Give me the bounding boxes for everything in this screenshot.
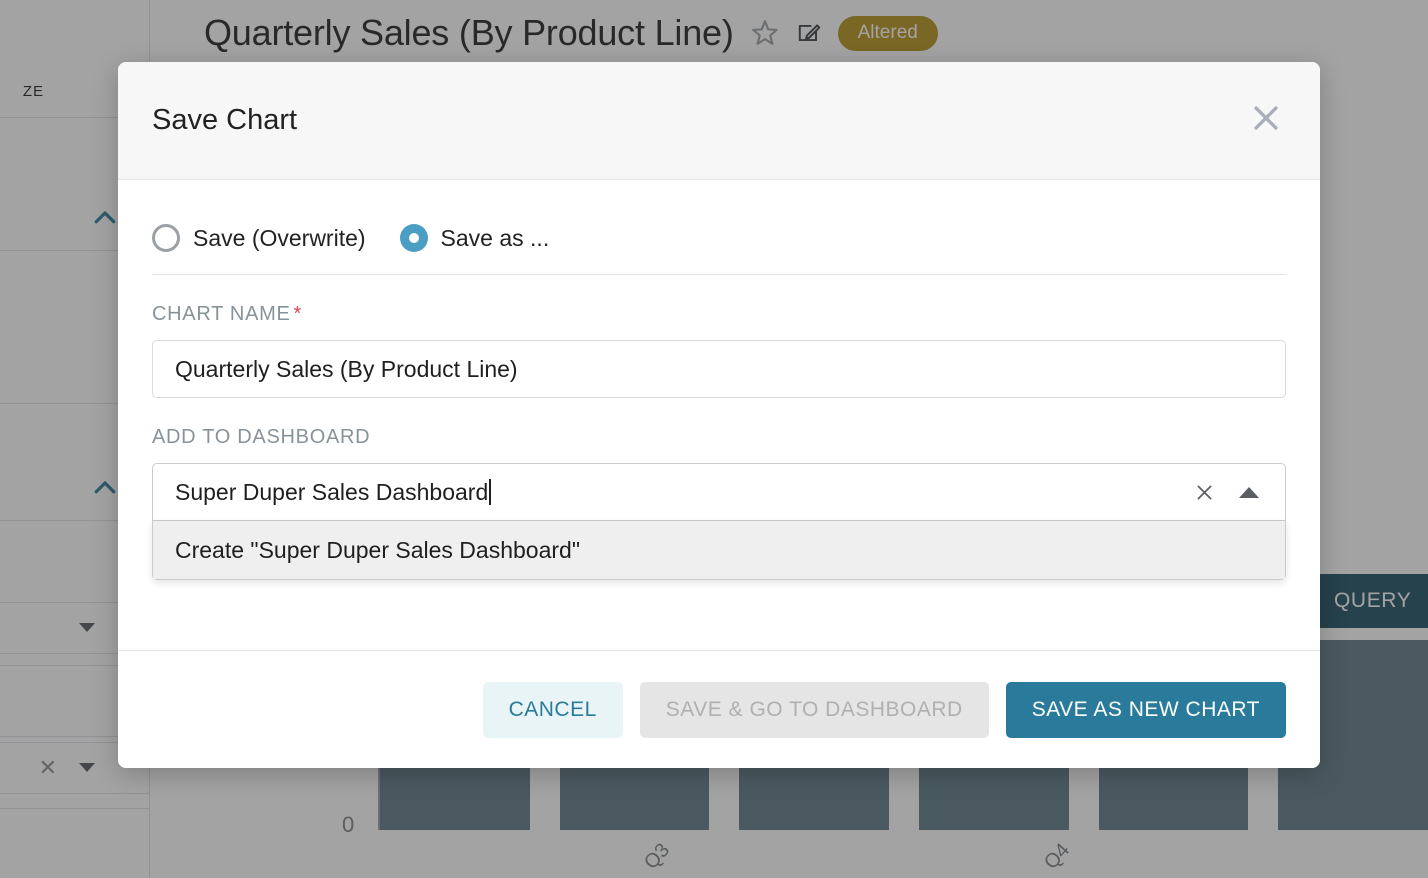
chevron-up-glyph — [1239, 486, 1259, 498]
clear-x-icon[interactable]: ✕ — [38, 755, 57, 780]
dashboard-select: Super Duper Sales Dashboard Create "Supe… — [152, 463, 1286, 580]
chart-name-input[interactable]: Quarterly Sales (By Product Line) — [152, 340, 1286, 398]
radio-save-overwrite[interactable]: Save (Overwrite) — [152, 224, 366, 252]
section-divider — [152, 274, 1286, 275]
save-chart-modal: Save Chart Save (Overwrite) Save as ... … — [118, 62, 1320, 768]
dashboard-select-input[interactable]: Super Duper Sales Dashboard — [152, 463, 1286, 521]
customize-tab-label: ZE — [22, 83, 44, 100]
required-marker: * — [293, 303, 302, 325]
panel-divider — [0, 808, 150, 809]
edit-pencil-icon[interactable] — [796, 20, 822, 46]
clear-x-icon[interactable] — [1189, 477, 1219, 507]
modal-body: Save (Overwrite) Save as ... CHART NAME *… — [118, 180, 1320, 650]
run-query-label: QUERY — [1334, 589, 1412, 612]
modal-footer: CANCEL SAVE & GO TO DASHBOARD SAVE AS NE… — [118, 650, 1320, 768]
radio-label-save-overwrite: Save (Overwrite) — [193, 224, 366, 251]
save-and-go-to-dashboard-button: SAVE & GO TO DASHBOARD — [639, 681, 989, 738]
radio-label-save-as: Save as ... — [440, 224, 550, 251]
panel-divider — [0, 665, 150, 666]
chart-name-label-text: CHART NAME — [152, 303, 291, 325]
save-mode-radio-group: Save (Overwrite) Save as ... — [152, 214, 1286, 274]
text-cursor — [489, 479, 491, 505]
radio-indicator-unselected — [152, 224, 180, 252]
close-x-icon — [1249, 101, 1283, 140]
run-query-button[interactable]: QUERY — [1310, 574, 1428, 628]
dashboard-option-create[interactable]: Create "Super Duper Sales Dashboard" — [153, 521, 1285, 579]
modal-header: Save Chart — [118, 62, 1320, 180]
chevron-up-icon — [90, 203, 120, 233]
y-axis-tick-0: 0 — [342, 812, 355, 837]
customize-tab[interactable]: ZE — [0, 66, 150, 118]
chevron-down-icon — [79, 763, 95, 772]
panel-divider — [0, 403, 150, 404]
panel-section-2[interactable] — [0, 455, 150, 521]
chevron-up-icon — [90, 473, 120, 503]
radio-save-as[interactable]: Save as ... — [399, 224, 550, 252]
chevron-up-icon[interactable] — [1235, 478, 1263, 506]
modal-title: Save Chart — [152, 104, 298, 136]
radio-indicator-selected — [399, 224, 428, 252]
status-badge: Altered — [837, 15, 938, 51]
panel-divider — [0, 736, 150, 737]
panel-section-1[interactable] — [0, 185, 150, 251]
page-title: Quarterly Sales (By Product Line) — [204, 12, 734, 53]
chart-header: Quarterly Sales (By Product Line) Altere… — [150, 0, 1428, 66]
dashboard-select-value-wrap: Super Duper Sales Dashboard — [175, 479, 1189, 506]
chart-name-label: CHART NAME * — [152, 303, 1286, 326]
close-button[interactable] — [1246, 101, 1286, 141]
star-icon[interactable] — [750, 18, 780, 48]
add-to-dashboard-label: ADD TO DASHBOARD — [152, 426, 371, 448]
dashboard-option-label: Create "Super Duper Sales Dashboard" — [175, 536, 580, 563]
dashboard-select-value: Super Duper Sales Dashboard — [175, 478, 489, 505]
chevron-down-icon — [79, 623, 95, 632]
dashboard-select-menu: Create "Super Duper Sales Dashboard" — [152, 521, 1286, 580]
cancel-button[interactable]: CANCEL — [482, 681, 623, 738]
save-as-new-chart-button[interactable]: SAVE AS NEW CHART — [1005, 681, 1286, 738]
chart-name-value: Quarterly Sales (By Product Line) — [175, 355, 518, 382]
